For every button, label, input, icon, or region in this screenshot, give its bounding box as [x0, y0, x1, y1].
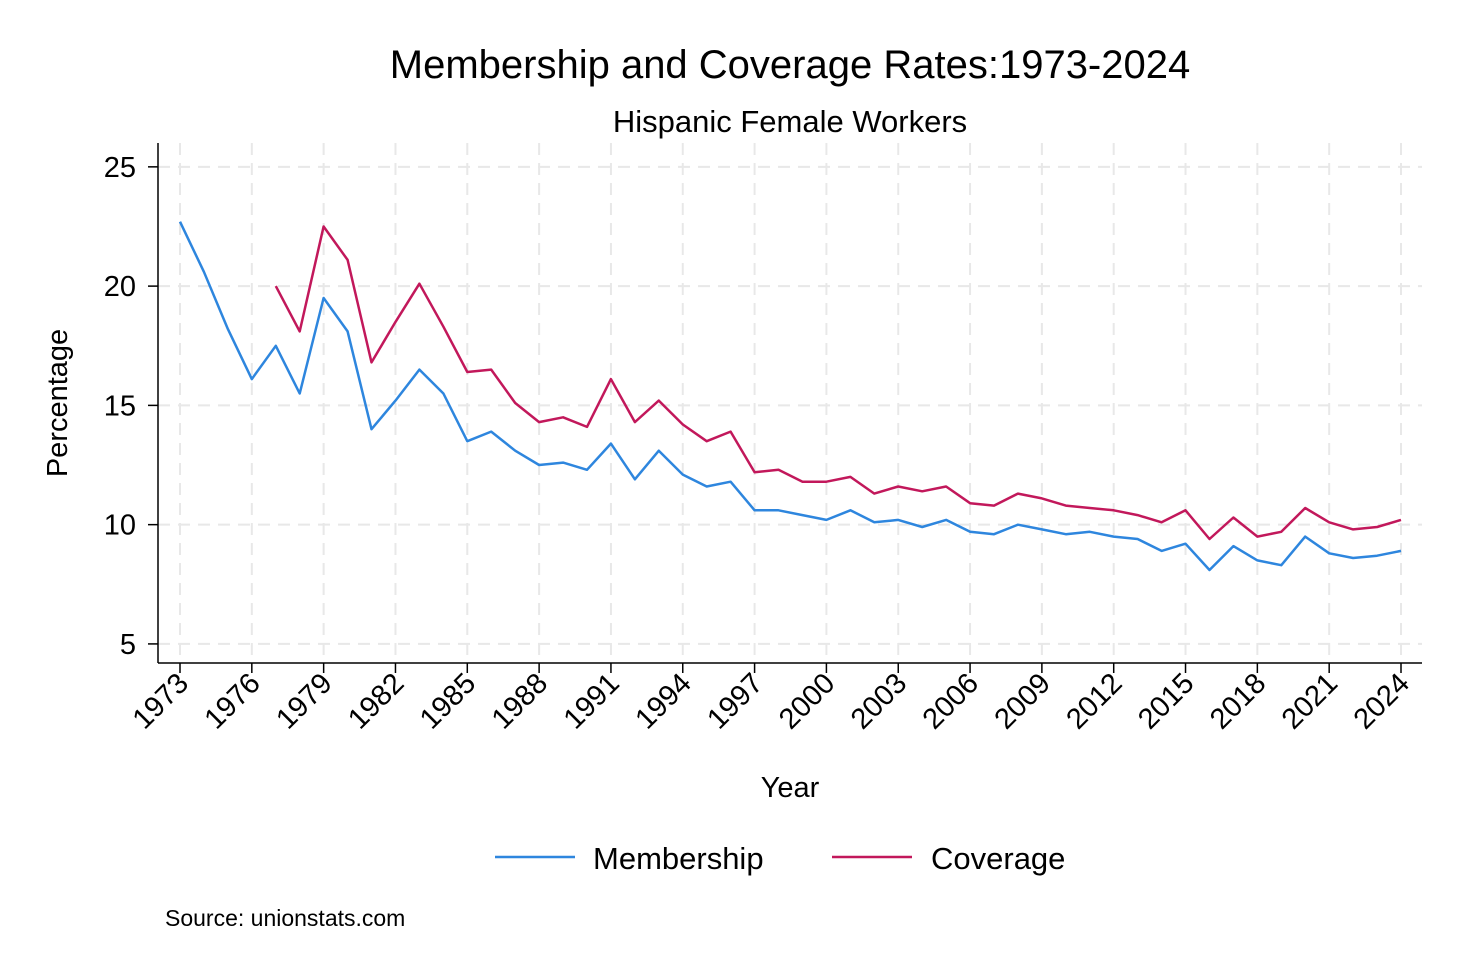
- series-line-membership: [178, 221, 1402, 572]
- x-tick-label: 2000: [773, 667, 841, 735]
- x-tick-label: 1973: [127, 667, 195, 735]
- y-tick-label: 15: [104, 390, 136, 422]
- y-tick-label: 10: [104, 510, 136, 542]
- chart-title: Membership and Coverage Rates:1973-2024: [390, 43, 1191, 87]
- y-tick-label: 25: [104, 152, 136, 184]
- x-tick-label: 2003: [845, 667, 913, 735]
- y-axis-label: Percentage: [42, 329, 74, 477]
- x-tick-label: 1982: [342, 667, 410, 735]
- series-lines: [178, 221, 1402, 572]
- y-tick-label: 5: [120, 629, 136, 661]
- source-note: Source: unionstats.com: [165, 905, 405, 931]
- x-tick-label: 2012: [1060, 667, 1128, 735]
- x-tick-label: 1997: [701, 667, 769, 735]
- legend-label-coverage: Coverage: [931, 841, 1065, 876]
- x-tick-label: 1979: [270, 667, 338, 735]
- x-tick-label: 2021: [1276, 667, 1344, 735]
- x-tick-label: 1991: [558, 667, 626, 735]
- x-axis-label: Year: [761, 772, 820, 804]
- x-tick-label: 1976: [199, 667, 267, 735]
- x-tick-label: 1985: [414, 667, 482, 735]
- x-tick-label: 1988: [486, 667, 554, 735]
- x-tick-label: 2018: [1204, 667, 1272, 735]
- x-tick-label: 2006: [917, 667, 985, 735]
- x-tick-label: 1994: [629, 667, 697, 735]
- x-tick-label: 2024: [1348, 667, 1416, 735]
- series-line-coverage: [274, 225, 1402, 541]
- y-tick-label: 20: [104, 271, 136, 303]
- chart-subtitle: Hispanic Female Workers: [613, 104, 967, 139]
- legend: Membership Coverage: [495, 841, 1065, 876]
- gridlines: [158, 143, 1422, 663]
- x-tick-label: 2015: [1132, 667, 1200, 735]
- legend-label-membership: Membership: [593, 841, 764, 876]
- x-tick-label: 2009: [989, 667, 1057, 735]
